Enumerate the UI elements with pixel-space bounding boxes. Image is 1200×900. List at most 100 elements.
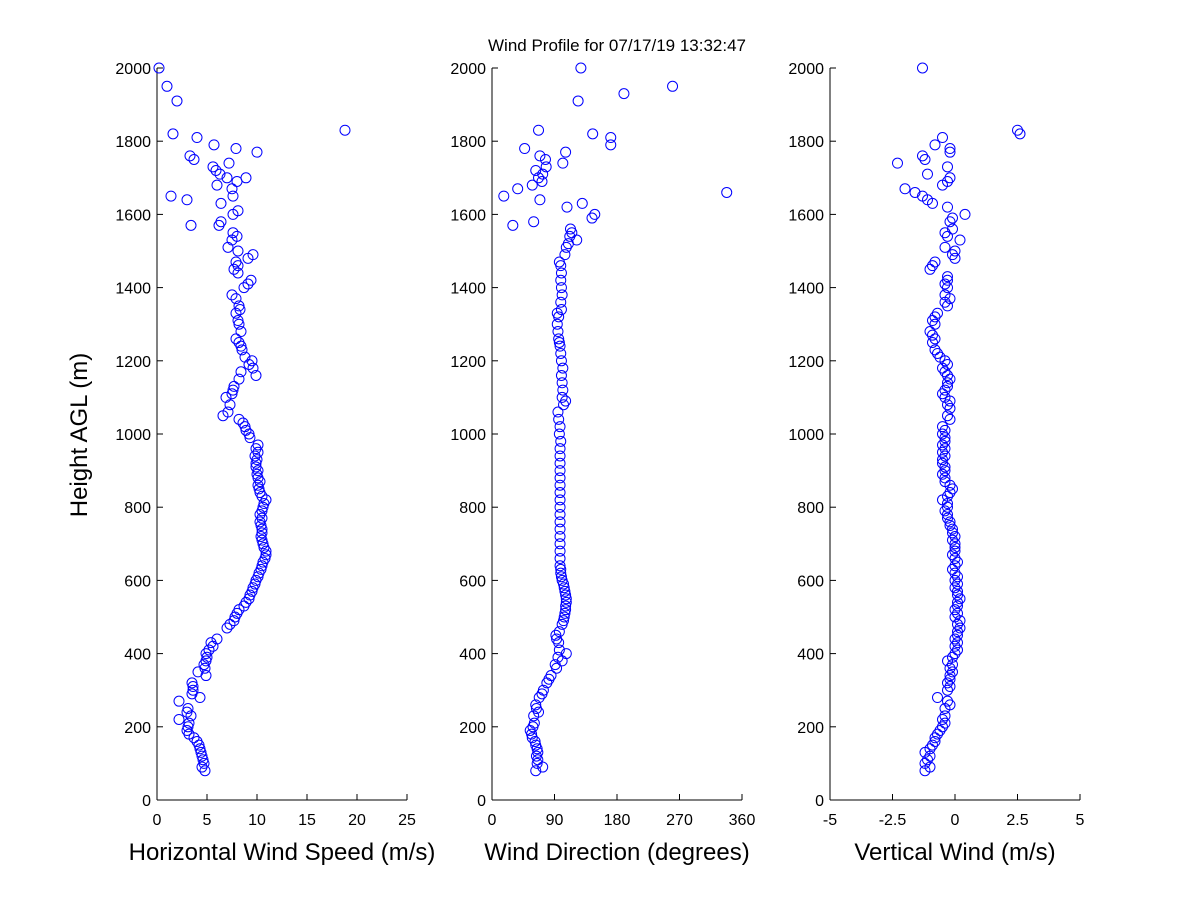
subplot-1: 0 200 400 600 800 1000 1200 1400 1600 1800 2000 0 5 1… [115,61,435,866]
data-point [200,648,212,660]
y-tick-label: 600 [797,573,824,590]
data-point [554,479,566,491]
data-point [554,457,566,469]
data-point [942,377,953,389]
data-point [555,567,567,579]
data-point [560,648,572,660]
data-point [924,326,936,338]
x-tick-label: -2.5 [879,812,907,829]
data-point [528,216,540,228]
data-point [556,289,568,301]
data-point [939,366,951,378]
data-point [952,629,963,641]
data-point [932,692,943,704]
data-points [153,62,351,777]
data-point [560,600,572,612]
data-point [498,190,510,202]
data-point [171,95,183,107]
y-axis-label: Height AGL (m) [66,353,93,518]
data-point [224,618,236,630]
data-point [173,713,185,725]
data-point [167,128,179,140]
data-point [947,666,958,678]
data-point [233,337,245,348]
data-point [937,421,948,433]
data-point [944,487,956,499]
data-point [942,512,953,524]
data-point [575,62,587,74]
x-tick-label: 2.5 [1006,812,1028,829]
data-point [560,593,572,605]
data-point [240,172,252,184]
data-point [185,710,197,722]
data-point [237,417,249,429]
y-tick-label: 2000 [788,61,824,78]
data-point [232,245,244,257]
data-point [922,754,933,766]
data-point [558,615,570,627]
data-point [554,450,566,462]
data-point [245,274,257,286]
data-point [215,197,227,209]
data-point [555,347,567,359]
data-point [942,230,953,242]
data-point [952,585,963,597]
data-point [555,304,567,316]
data-point [939,424,951,436]
data-point [222,406,234,418]
data-point [554,538,566,550]
data-point [537,684,549,696]
y-tick-label: 1000 [115,427,151,444]
data-point [576,197,588,209]
data-point [230,256,242,268]
y-tick-label: 2000 [450,61,486,78]
x-axis-label: Wind Direction (degrees) [484,839,749,866]
x-tick-label: 5 [203,812,212,829]
data-point [530,739,542,751]
x-tick-label: -5 [823,812,837,829]
subplot-3: 0 200 400 600 800 1000 1200 1400 1600 1800 2000 -5 -… [788,61,1084,866]
data-point [947,212,958,224]
subplot-2: 0 200 400 600 800 1000 1200 1400 1600 1800 2000 0 90… [450,61,755,866]
data-point [949,633,961,645]
data-point [927,739,938,751]
data-point [939,384,951,396]
data-point [556,377,568,389]
data-point [556,574,568,586]
y-tick-label: 1400 [115,281,151,298]
data-point [210,164,222,176]
data-point [247,362,259,374]
data-point [949,604,961,616]
data-point [937,457,948,469]
data-point [250,369,262,381]
data-point [917,190,928,202]
data-point [949,545,961,557]
y-tick-label: 800 [797,500,824,517]
data-point [932,347,943,359]
data-point [939,443,951,455]
data-points [498,62,733,777]
data-point [533,172,545,184]
data-point [959,208,971,220]
data-point [256,527,268,539]
data-point [242,278,254,290]
data-point [944,520,956,531]
data-point [947,223,958,235]
data-point [192,666,204,678]
data-point [932,728,943,740]
data-point [944,670,956,682]
data-point [203,644,215,656]
data-point [949,252,961,264]
data-point [947,534,958,546]
data-point [949,245,961,257]
data-point [235,366,247,378]
data-point [929,333,941,345]
y-tick-label: 0 [142,793,151,810]
data-point [552,406,564,418]
y-tick-label: 800 [124,500,151,517]
data-point [211,179,223,191]
x-tick-label: 0 [488,812,497,829]
data-point [939,465,951,477]
data-point [555,282,567,294]
data-point [519,143,531,155]
